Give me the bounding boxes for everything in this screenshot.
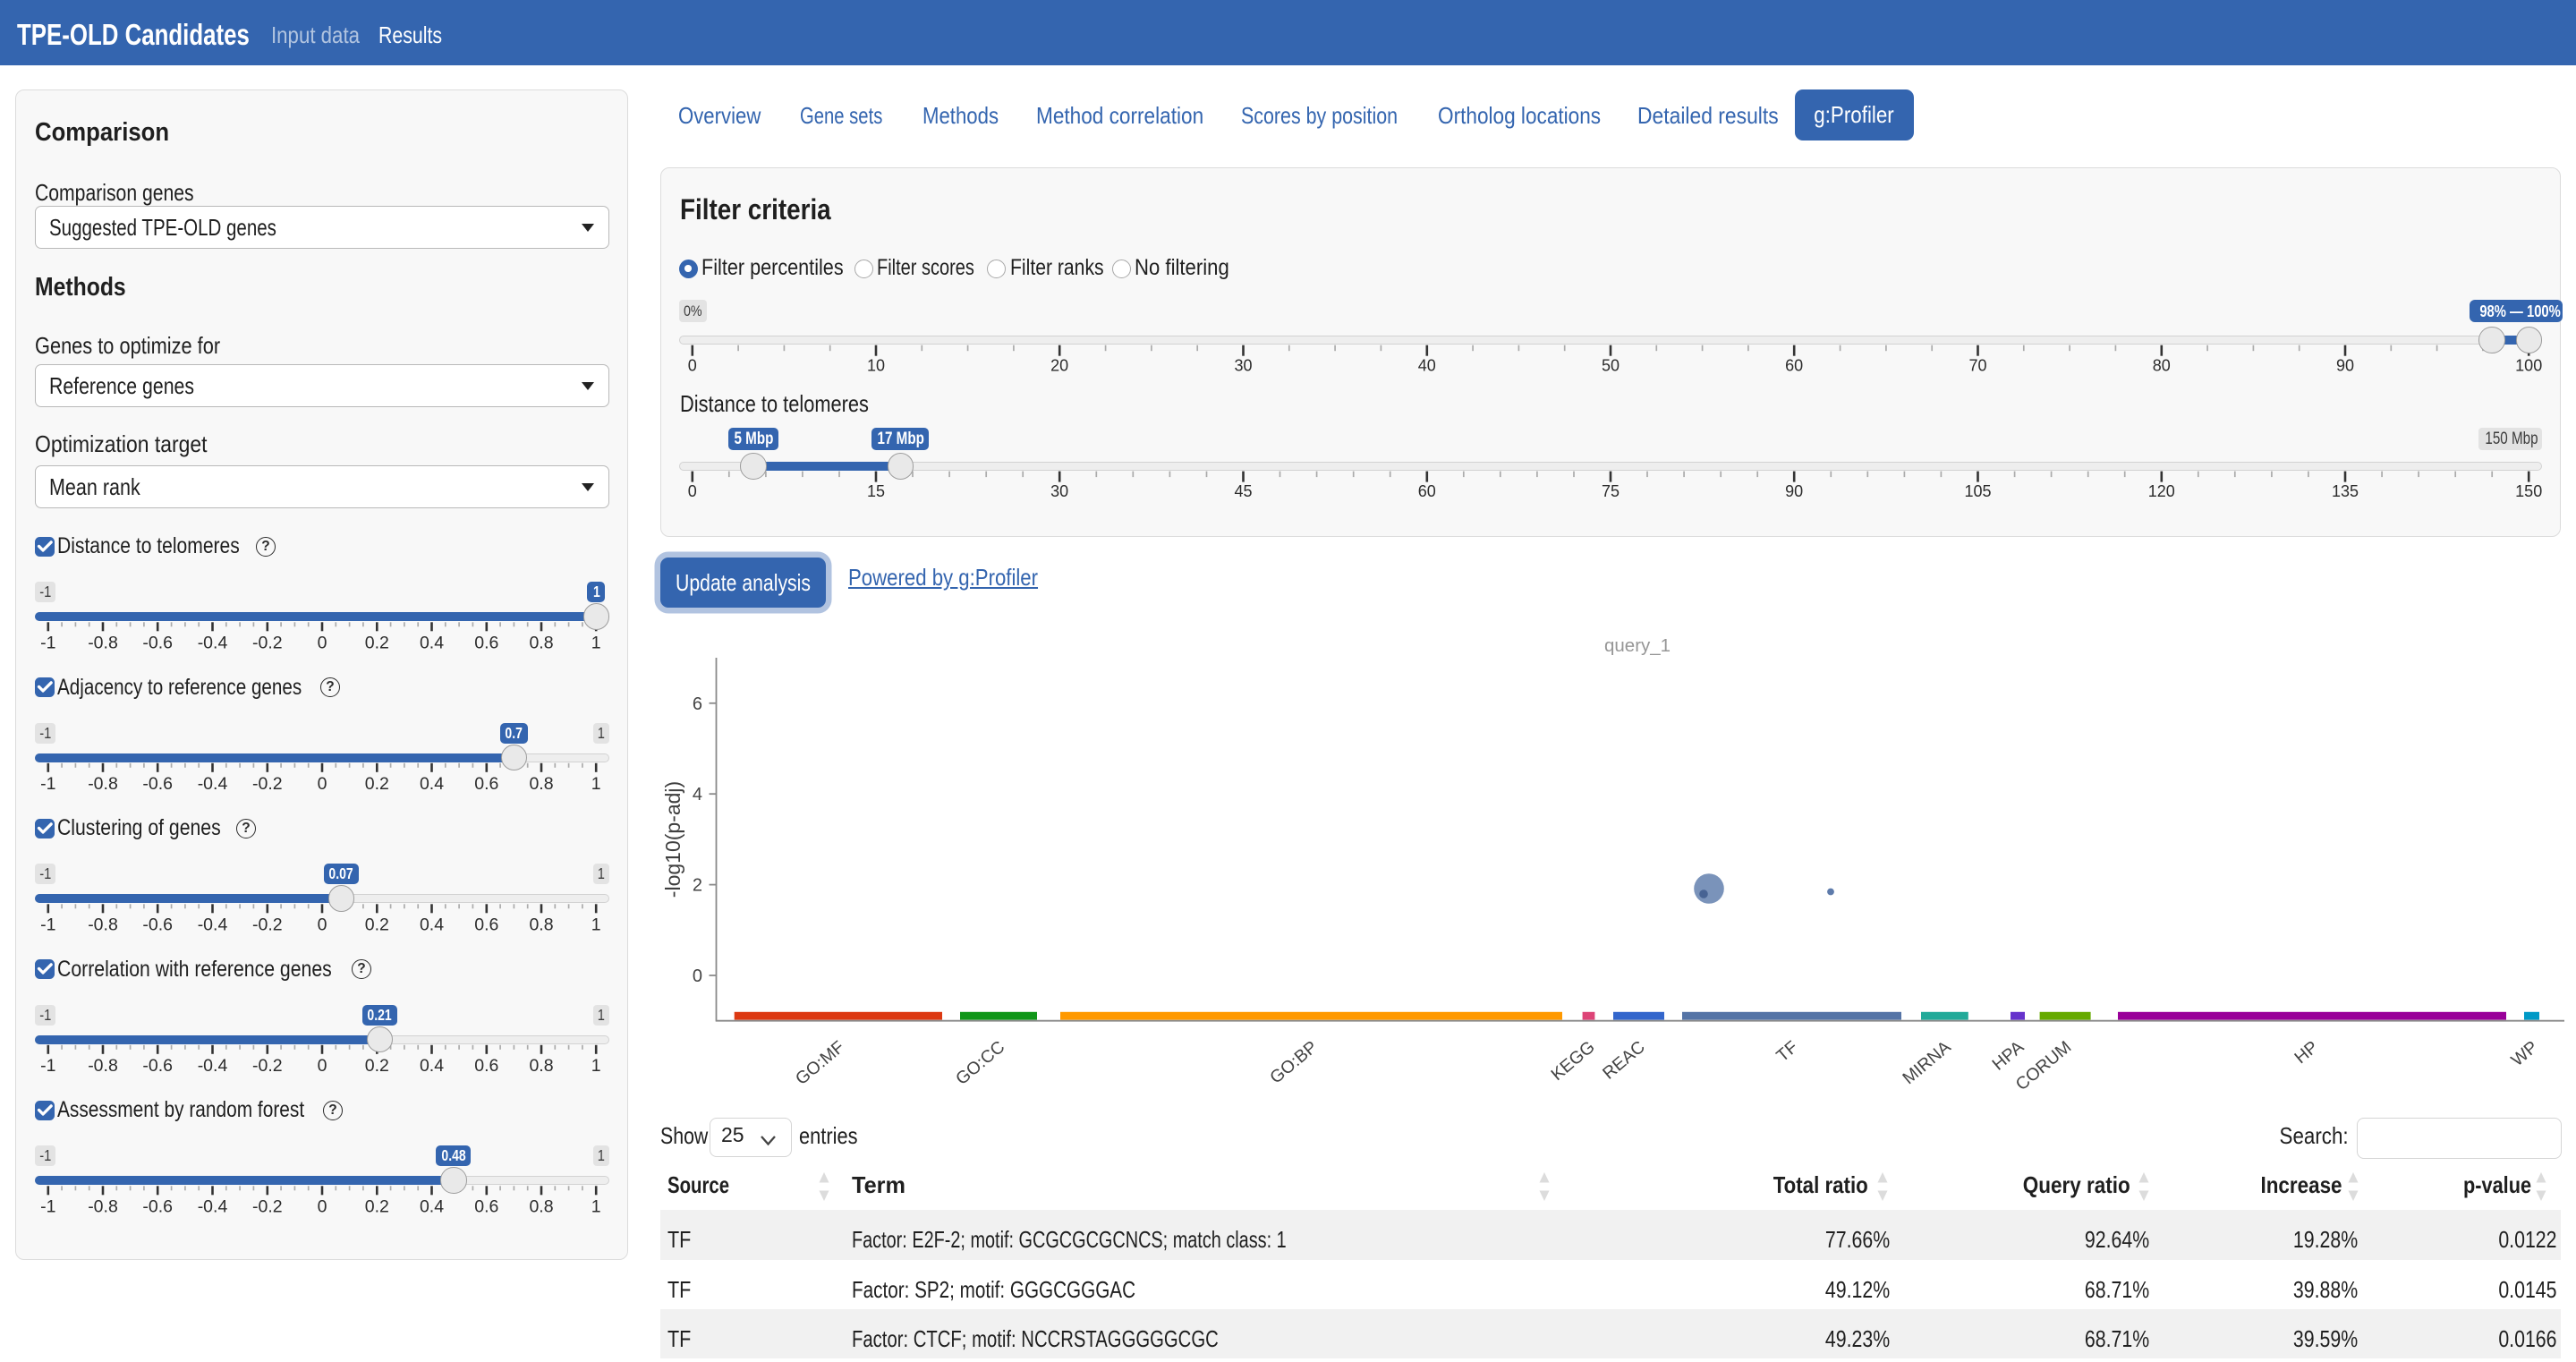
svg-text:2: 2 [693,876,702,896]
svg-text:REAC: REAC [1599,1037,1649,1084]
svg-text:TF: TF [1773,1037,1801,1066]
svg-text:KEGG: KEGG [1547,1037,1598,1085]
svg-text:GO:MF: GO:MF [792,1037,848,1089]
svg-text:HP: HP [2291,1037,2322,1068]
svg-text:HPA: HPA [1988,1037,2028,1075]
svg-text:WP: WP [2508,1037,2542,1070]
svg-text:query_1: query_1 [1604,635,1671,656]
svg-text:4: 4 [693,785,702,804]
svg-text:GO:BP: GO:BP [1266,1037,1321,1088]
svg-text:6: 6 [693,694,702,714]
svg-text:0: 0 [693,966,702,986]
svg-text:-log10(p-adj): -log10(p-adj) [661,781,684,898]
svg-text:CORUM: CORUM [2012,1037,2076,1094]
svg-text:MIRNA: MIRNA [1899,1037,1954,1088]
svg-text:GO:CC: GO:CC [952,1037,1008,1089]
